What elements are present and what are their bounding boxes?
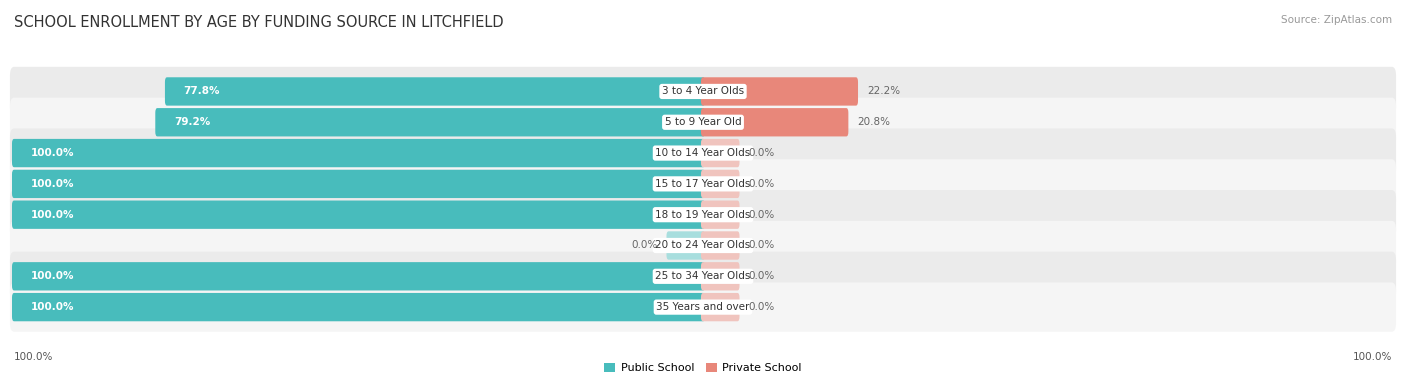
Text: 18 to 19 Year Olds: 18 to 19 Year Olds xyxy=(655,210,751,220)
Text: 77.8%: 77.8% xyxy=(184,86,221,97)
Text: 0.0%: 0.0% xyxy=(748,302,775,312)
FancyBboxPatch shape xyxy=(10,282,1396,332)
FancyBboxPatch shape xyxy=(702,231,740,260)
Legend: Public School, Private School: Public School, Private School xyxy=(600,359,806,377)
FancyBboxPatch shape xyxy=(13,262,704,290)
FancyBboxPatch shape xyxy=(702,139,740,167)
Text: 100.0%: 100.0% xyxy=(31,210,75,220)
Text: SCHOOL ENROLLMENT BY AGE BY FUNDING SOURCE IN LITCHFIELD: SCHOOL ENROLLMENT BY AGE BY FUNDING SOUR… xyxy=(14,15,503,30)
FancyBboxPatch shape xyxy=(10,221,1396,270)
Text: 0.0%: 0.0% xyxy=(748,271,775,281)
FancyBboxPatch shape xyxy=(702,77,858,106)
FancyBboxPatch shape xyxy=(10,159,1396,208)
Text: 100.0%: 100.0% xyxy=(14,352,53,362)
Text: 100.0%: 100.0% xyxy=(31,271,75,281)
Text: 22.2%: 22.2% xyxy=(868,86,900,97)
Text: 79.2%: 79.2% xyxy=(174,117,209,127)
FancyBboxPatch shape xyxy=(702,201,740,229)
Text: 5 to 9 Year Old: 5 to 9 Year Old xyxy=(665,117,741,127)
Text: Source: ZipAtlas.com: Source: ZipAtlas.com xyxy=(1281,15,1392,25)
FancyBboxPatch shape xyxy=(666,231,704,260)
FancyBboxPatch shape xyxy=(702,170,740,198)
Text: 25 to 34 Year Olds: 25 to 34 Year Olds xyxy=(655,271,751,281)
Text: 0.0%: 0.0% xyxy=(748,241,775,250)
FancyBboxPatch shape xyxy=(702,108,848,136)
Text: 100.0%: 100.0% xyxy=(31,148,75,158)
Text: 100.0%: 100.0% xyxy=(1353,352,1392,362)
FancyBboxPatch shape xyxy=(165,77,704,106)
FancyBboxPatch shape xyxy=(13,293,704,321)
FancyBboxPatch shape xyxy=(10,98,1396,147)
Text: 100.0%: 100.0% xyxy=(31,302,75,312)
FancyBboxPatch shape xyxy=(13,139,704,167)
Text: 35 Years and over: 35 Years and over xyxy=(657,302,749,312)
Text: 20 to 24 Year Olds: 20 to 24 Year Olds xyxy=(655,241,751,250)
FancyBboxPatch shape xyxy=(10,67,1396,116)
FancyBboxPatch shape xyxy=(13,201,704,229)
Text: 100.0%: 100.0% xyxy=(31,179,75,189)
FancyBboxPatch shape xyxy=(10,129,1396,178)
Text: 0.0%: 0.0% xyxy=(748,179,775,189)
Text: 0.0%: 0.0% xyxy=(748,210,775,220)
Text: 10 to 14 Year Olds: 10 to 14 Year Olds xyxy=(655,148,751,158)
Text: 20.8%: 20.8% xyxy=(858,117,890,127)
Text: 0.0%: 0.0% xyxy=(631,241,658,250)
FancyBboxPatch shape xyxy=(155,108,704,136)
FancyBboxPatch shape xyxy=(13,170,704,198)
Text: 15 to 17 Year Olds: 15 to 17 Year Olds xyxy=(655,179,751,189)
FancyBboxPatch shape xyxy=(10,190,1396,239)
FancyBboxPatch shape xyxy=(10,252,1396,301)
Text: 3 to 4 Year Olds: 3 to 4 Year Olds xyxy=(662,86,744,97)
FancyBboxPatch shape xyxy=(702,262,740,290)
Text: 0.0%: 0.0% xyxy=(748,148,775,158)
FancyBboxPatch shape xyxy=(702,293,740,321)
